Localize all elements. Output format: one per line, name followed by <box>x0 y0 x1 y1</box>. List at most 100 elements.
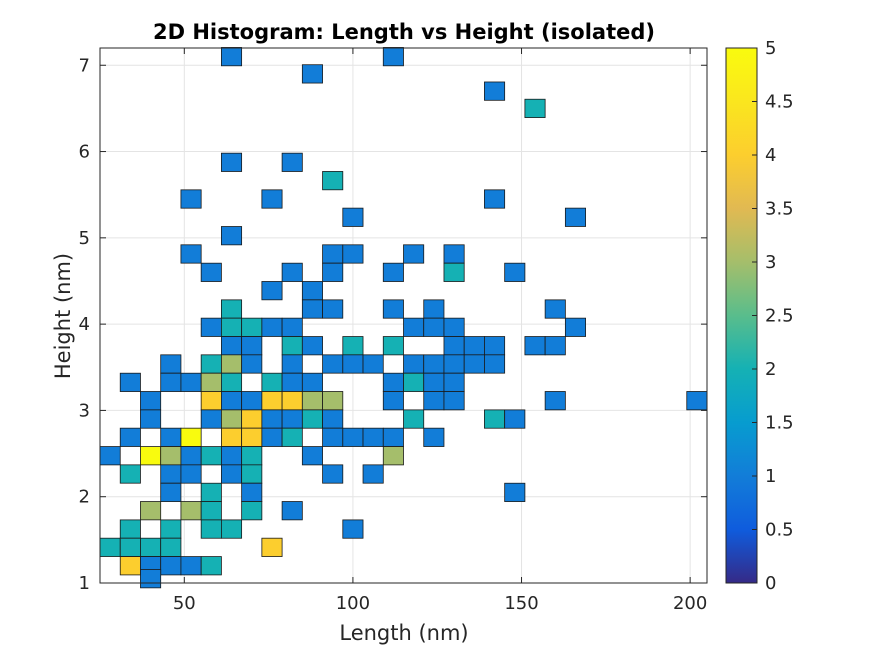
chart-title: 2D Histogram: Length vs Height (isolated… <box>153 20 655 44</box>
histogram-cell <box>484 81 506 101</box>
histogram-cell <box>241 317 263 337</box>
histogram-cell <box>281 336 303 356</box>
histogram-cell <box>220 299 243 319</box>
colorbar <box>725 47 758 584</box>
histogram-cell <box>281 354 303 374</box>
histogram-cell <box>241 482 263 502</box>
colorbar-tick-label: 2.5 <box>765 306 794 327</box>
histogram-cell <box>200 391 222 411</box>
histogram-cell <box>200 262 222 282</box>
histogram-cell <box>443 262 465 282</box>
histogram-cell <box>423 372 445 392</box>
histogram-cell <box>322 244 344 264</box>
colorbar-tick-label: 3 <box>765 252 776 273</box>
histogram-cell <box>200 556 222 576</box>
histogram-cell <box>484 354 506 374</box>
histogram-cell <box>322 354 344 374</box>
histogram-cell <box>200 354 222 374</box>
histogram-cell <box>119 537 141 557</box>
histogram-cell <box>544 299 566 319</box>
histogram-cell <box>443 244 465 264</box>
y-tick-label: 1 <box>79 573 90 594</box>
histogram-cell <box>322 262 344 282</box>
histogram-cell <box>342 336 364 356</box>
histogram-cell <box>544 391 566 411</box>
histogram-cell <box>140 409 162 429</box>
histogram-cell <box>382 336 404 356</box>
histogram-cell <box>342 427 364 447</box>
histogram-cell <box>423 317 445 337</box>
histogram-cell <box>220 427 243 447</box>
histogram-cell <box>342 354 364 374</box>
histogram-cell <box>261 281 283 301</box>
histogram-cell <box>322 299 344 319</box>
histogram-cell <box>301 281 323 301</box>
histogram-cell <box>220 372 243 392</box>
histogram-cell <box>140 501 162 521</box>
histogram-cell <box>200 501 222 521</box>
colorbar-tick-label: 1.5 <box>765 413 794 434</box>
histogram-cell <box>301 446 323 466</box>
histogram-cell <box>322 171 344 191</box>
histogram-cell <box>463 354 485 374</box>
plot-frame <box>99 47 708 584</box>
histogram-cell <box>261 317 283 337</box>
histogram-cell <box>180 372 202 392</box>
histogram-cell <box>362 427 384 447</box>
histogram-cell <box>322 464 344 484</box>
colorbar-tick-label: 2 <box>765 359 776 380</box>
x-tick-label: 50 <box>173 593 196 614</box>
histogram-cell <box>241 464 263 484</box>
histogram-cell <box>200 519 222 539</box>
histogram-cell <box>261 391 283 411</box>
histogram-cell <box>382 299 404 319</box>
histogram-cell <box>140 391 162 411</box>
colorbar-tick-label: 4.5 <box>765 92 794 113</box>
histogram-cell <box>281 317 303 337</box>
y-tick-label: 3 <box>79 400 90 421</box>
histogram-cell <box>382 47 404 67</box>
histogram-cell <box>140 446 162 466</box>
histogram-cell <box>301 409 323 429</box>
histogram-cell <box>220 152 243 172</box>
x-axis-label: Length (nm) <box>339 621 468 645</box>
histogram-cell <box>281 501 303 521</box>
histogram-cell <box>281 427 303 447</box>
histogram-cell <box>261 537 283 557</box>
histogram-cell <box>382 372 404 392</box>
histogram-cell <box>322 391 344 411</box>
histogram-cell <box>686 391 708 411</box>
histogram-cell <box>160 464 182 484</box>
histogram-cell <box>403 317 425 337</box>
histogram-cell <box>504 482 526 502</box>
histogram-cell <box>180 244 202 264</box>
histogram-cell <box>241 409 263 429</box>
histogram-cell <box>564 317 586 337</box>
histogram-cell <box>301 299 323 319</box>
histogram-cell <box>220 446 243 466</box>
histogram-cell <box>241 391 263 411</box>
histogram-cell <box>180 556 202 576</box>
histogram-cell <box>301 64 323 84</box>
colorbar-tick-label: 1 <box>765 466 776 487</box>
histogram-cell <box>443 354 465 374</box>
histogram-cell <box>160 354 182 374</box>
histogram-cell <box>443 372 465 392</box>
colorbar-tick-label: 0 <box>765 573 776 594</box>
histogram-cell <box>322 409 344 429</box>
colorbar-tick-label: 3.5 <box>765 199 794 220</box>
histogram-cell <box>342 519 364 539</box>
x-tick-label: 100 <box>336 593 370 614</box>
histogram-cell <box>403 372 425 392</box>
histogram-cell <box>160 446 182 466</box>
histogram-cell <box>119 427 141 447</box>
histogram-cell <box>362 464 384 484</box>
histogram-cell <box>99 537 121 557</box>
histogram-cell <box>220 354 243 374</box>
histogram-cell <box>564 207 586 227</box>
histogram-cell <box>261 189 283 209</box>
colorbar-tick-label: 0.5 <box>765 520 794 541</box>
histogram-cell <box>362 354 384 374</box>
histogram-cell <box>220 47 243 67</box>
